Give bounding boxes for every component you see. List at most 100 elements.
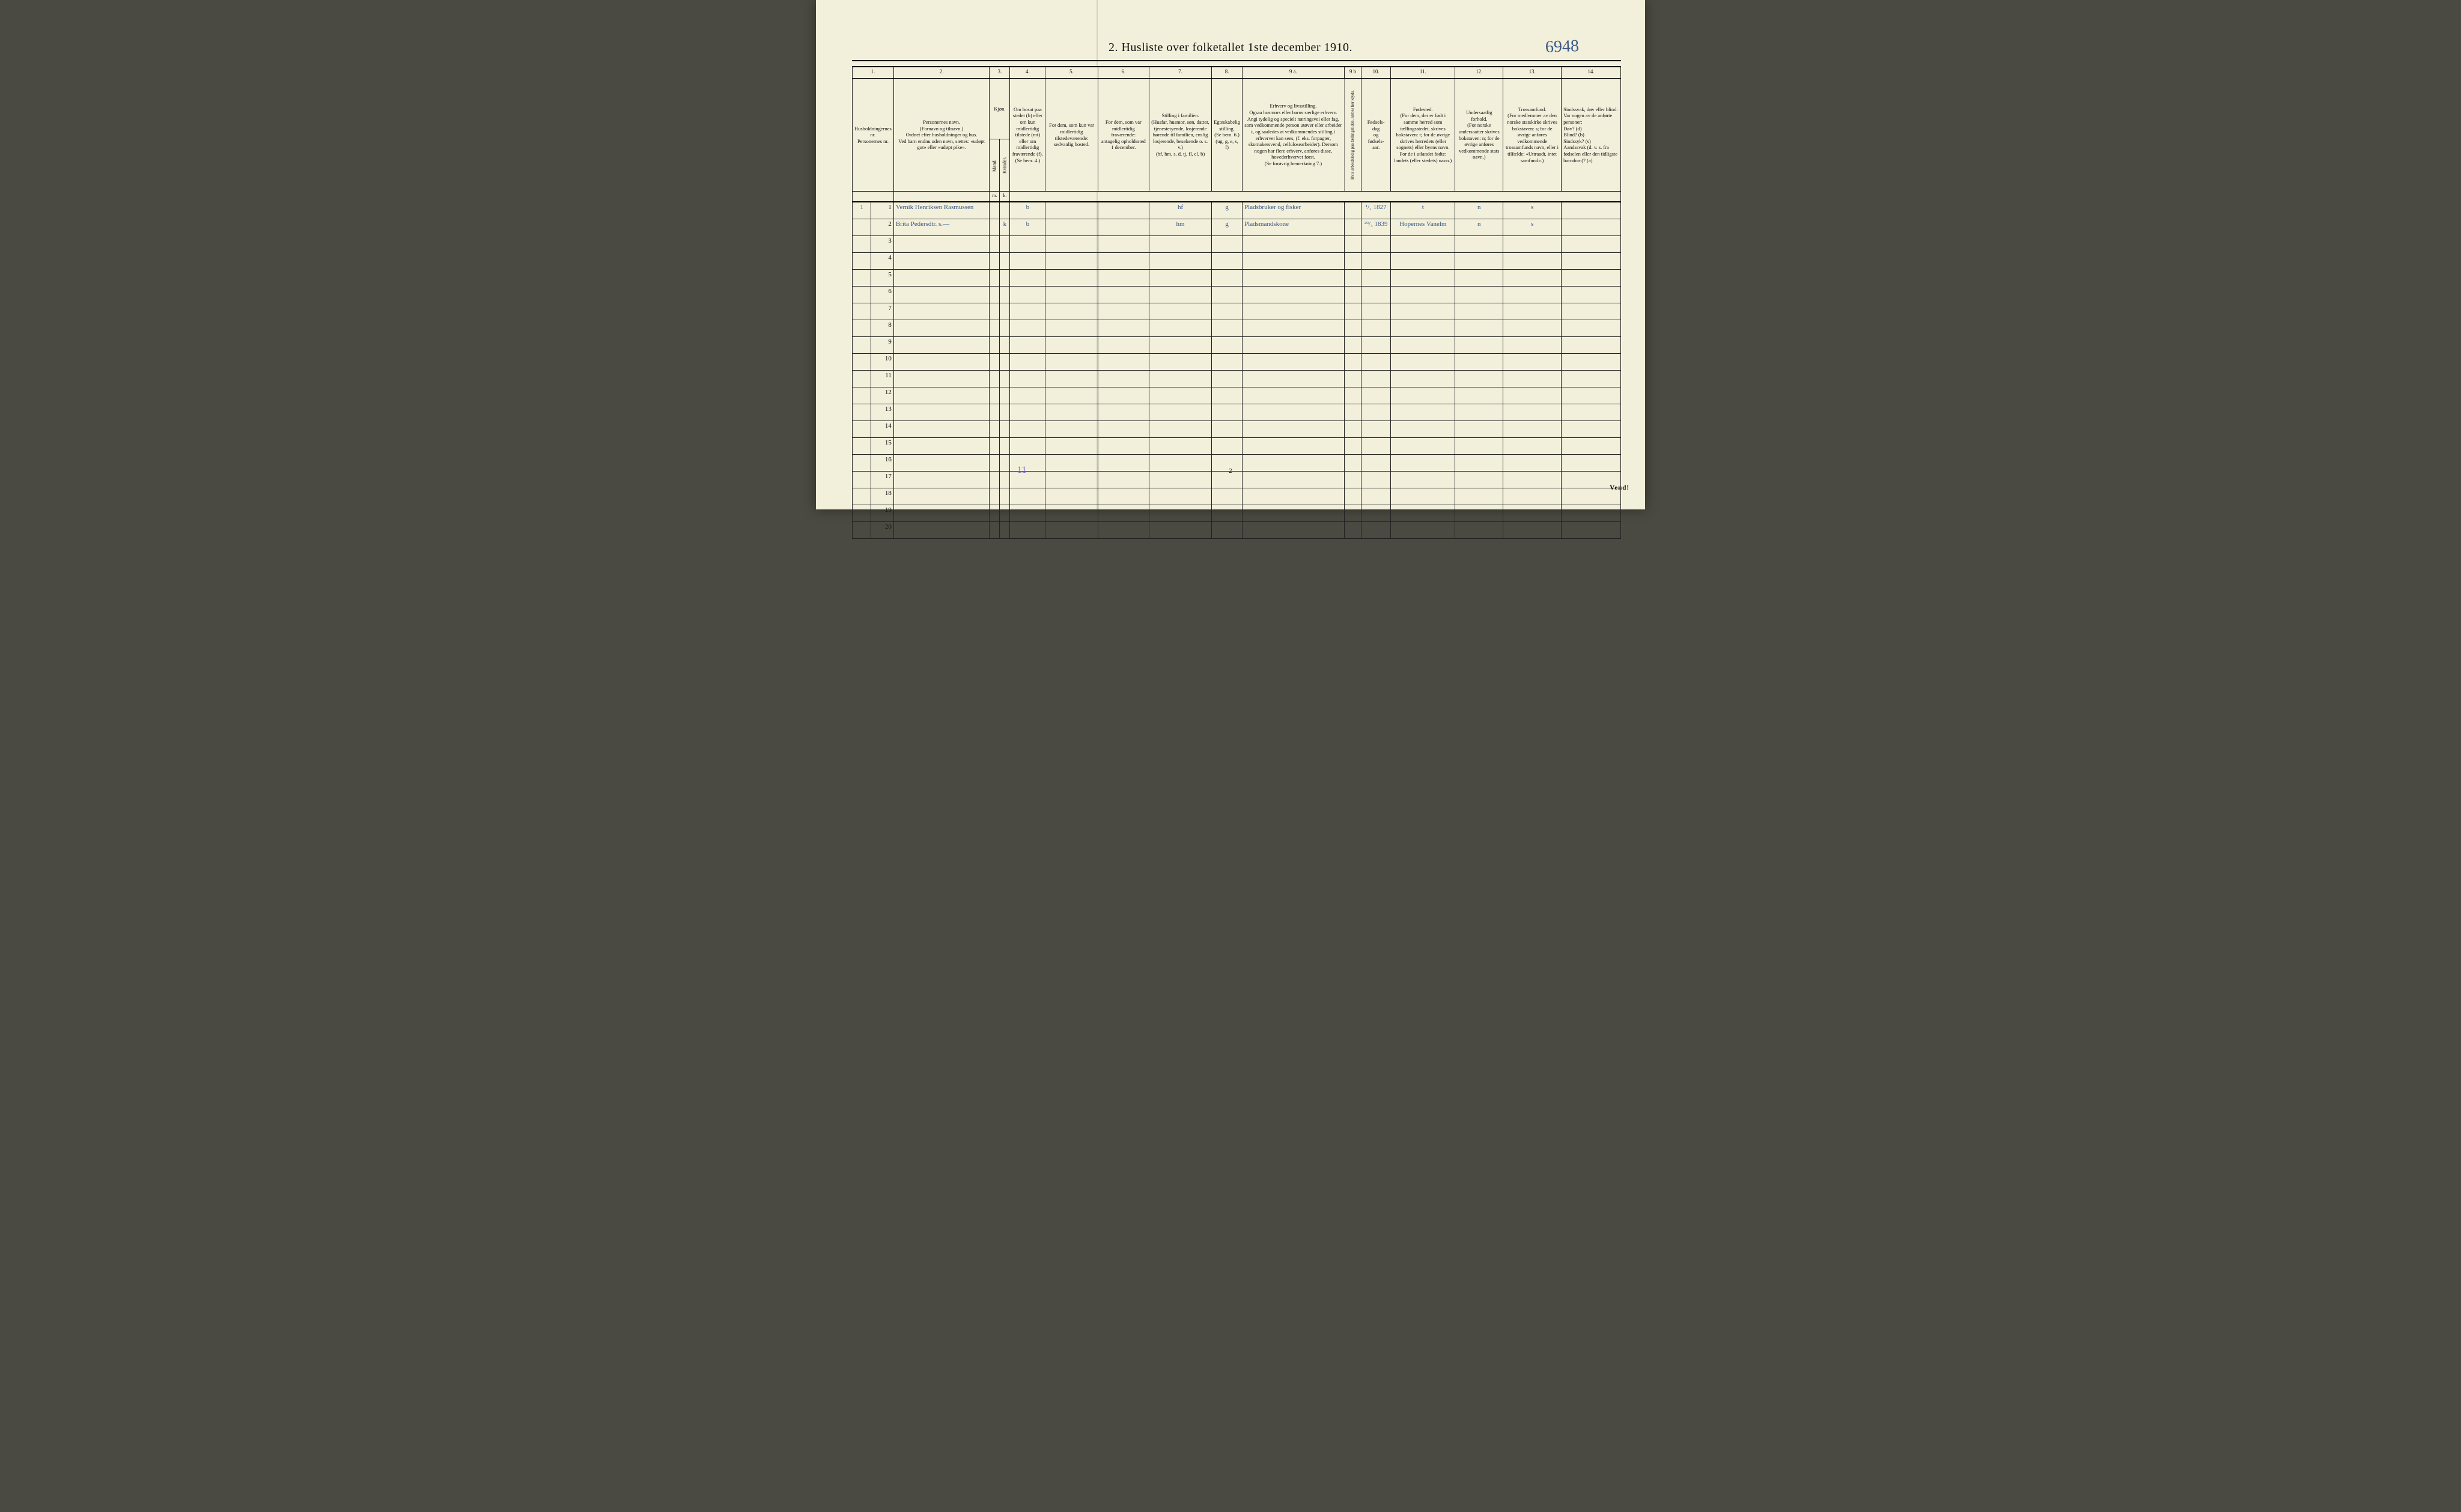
table-row: 12: [853, 387, 1621, 404]
cell-c11: [1391, 387, 1455, 404]
cell-c14: [1562, 320, 1621, 337]
mk-k: k.: [1000, 192, 1010, 202]
table-row: 19: [853, 505, 1621, 522]
cell-c9b: [1344, 505, 1361, 522]
cell-c14: [1562, 219, 1621, 236]
head-1-text: Husholdningernes nr. Personernes nr.: [854, 126, 892, 144]
cell-c5: [1045, 202, 1098, 219]
cell-c12: [1455, 455, 1503, 472]
cell-c6: [1098, 236, 1149, 253]
colnum-2: 2.: [893, 67, 990, 79]
cell-k: [1000, 337, 1010, 354]
colnum-4: 4.: [1010, 67, 1045, 79]
cell-c14: [1562, 438, 1621, 455]
cell-c4: [1010, 270, 1045, 287]
head-7: Stilling i familien. (Husfar, husmor, sø…: [1149, 79, 1212, 192]
cell-c8: [1212, 371, 1243, 387]
cell-k: [1000, 522, 1010, 539]
head-1: Husholdningernes nr. Personernes nr.: [853, 79, 894, 192]
cell-c12: n: [1455, 202, 1503, 219]
page-title: 2. Husliste over folketallet 1ste decemb…: [816, 41, 1645, 55]
cell-rownum: 17: [871, 472, 893, 488]
cell-c4: [1010, 371, 1045, 387]
head-14: Sindssvak, døv eller blind. Var nogen av…: [1562, 79, 1621, 192]
head-9b-text: Hvis arbeidsledig paa tællingstiden, sæt…: [1350, 90, 1355, 180]
cell-k: [1000, 253, 1010, 270]
cell-c10: [1361, 404, 1391, 421]
cell-m: [990, 253, 1000, 270]
cell-c6: [1098, 337, 1149, 354]
cell-rownum: 15: [871, 438, 893, 455]
cell-c7: [1149, 303, 1212, 320]
cell-c7: [1149, 404, 1212, 421]
cell-c4: [1010, 438, 1045, 455]
head-2-text: Personernes navn. (Fornavn og tilnavn.) …: [898, 119, 985, 151]
cell-rownum: 19: [871, 505, 893, 522]
cell-c12: [1455, 472, 1503, 488]
cell-c5: [1045, 270, 1098, 287]
cell-m: [990, 337, 1000, 354]
cell-rownum: 3: [871, 236, 893, 253]
cell-c11: [1391, 438, 1455, 455]
cell-c7: [1149, 522, 1212, 539]
cell-c9a: [1243, 488, 1345, 505]
head-7-text: Stilling i familien. (Husfar, husmor, sø…: [1151, 112, 1209, 157]
cell-c5: [1045, 219, 1098, 236]
cell-c14: [1562, 270, 1621, 287]
cell-m: [990, 404, 1000, 421]
cell-c4: [1010, 455, 1045, 472]
head-3-kvinder-text: Kvinder.: [1002, 157, 1007, 174]
cell-c12: [1455, 303, 1503, 320]
table-row: 14: [853, 421, 1621, 438]
cell-c9b: [1344, 404, 1361, 421]
cell-c10: [1361, 320, 1391, 337]
cell-c13: s: [1503, 202, 1562, 219]
cell-c10: [1361, 505, 1391, 522]
cell-name: [893, 488, 990, 505]
colnum-14: 14.: [1562, 67, 1621, 79]
cell-c13: [1503, 270, 1562, 287]
cell-hh: [853, 438, 871, 455]
cell-name: [893, 337, 990, 354]
cell-name: [893, 371, 990, 387]
census-form-page: 2. Husliste over folketallet 1ste decemb…: [816, 0, 1645, 509]
head-10: Fødsels- dag og fødsels- aar.: [1361, 79, 1391, 192]
head-6: For dem, som var midlertidig fraværende:…: [1098, 79, 1149, 192]
cell-rownum: 2: [871, 219, 893, 236]
cell-k: [1000, 387, 1010, 404]
cell-name: [893, 404, 990, 421]
cell-c11: [1391, 371, 1455, 387]
cell-c4: [1010, 387, 1045, 404]
colnum-5: 5.: [1045, 67, 1098, 79]
cell-name: Vernik Henriksen Rasmussen: [893, 202, 990, 219]
cell-c10: [1361, 236, 1391, 253]
cell-k: [1000, 455, 1010, 472]
cell-rownum: 16: [871, 455, 893, 472]
census-table: 1. 2. 3. 4. 5. 6. 7. 8. 9 a. 9 b 10. 11.…: [852, 66, 1621, 539]
cell-c9a: [1243, 371, 1345, 387]
cell-name: [893, 455, 990, 472]
cell-k: [1000, 303, 1010, 320]
cell-c13: [1503, 354, 1562, 371]
table-row: 18: [853, 488, 1621, 505]
table-row: 6: [853, 287, 1621, 303]
cell-c9a: [1243, 404, 1345, 421]
cell-c13: [1503, 522, 1562, 539]
cell-c12: [1455, 438, 1503, 455]
cell-m: [990, 488, 1000, 505]
cell-name: [893, 472, 990, 488]
head-3: Kjøn.: [990, 79, 1010, 139]
cell-c13: [1503, 455, 1562, 472]
cell-rownum: 12: [871, 387, 893, 404]
cell-hh: 1: [853, 202, 871, 219]
data-rows-body: 11Vernik Henriksen RasmussenbhfgPladsbru…: [853, 202, 1621, 539]
cell-c4: [1010, 505, 1045, 522]
cell-c7: [1149, 488, 1212, 505]
cell-m: [990, 320, 1000, 337]
cell-c8: [1212, 236, 1243, 253]
cell-k: [1000, 421, 1010, 438]
cell-c9a: [1243, 337, 1345, 354]
cell-c6: [1098, 404, 1149, 421]
cell-rownum: 4: [871, 253, 893, 270]
colnum-9a: 9 a.: [1243, 67, 1345, 79]
